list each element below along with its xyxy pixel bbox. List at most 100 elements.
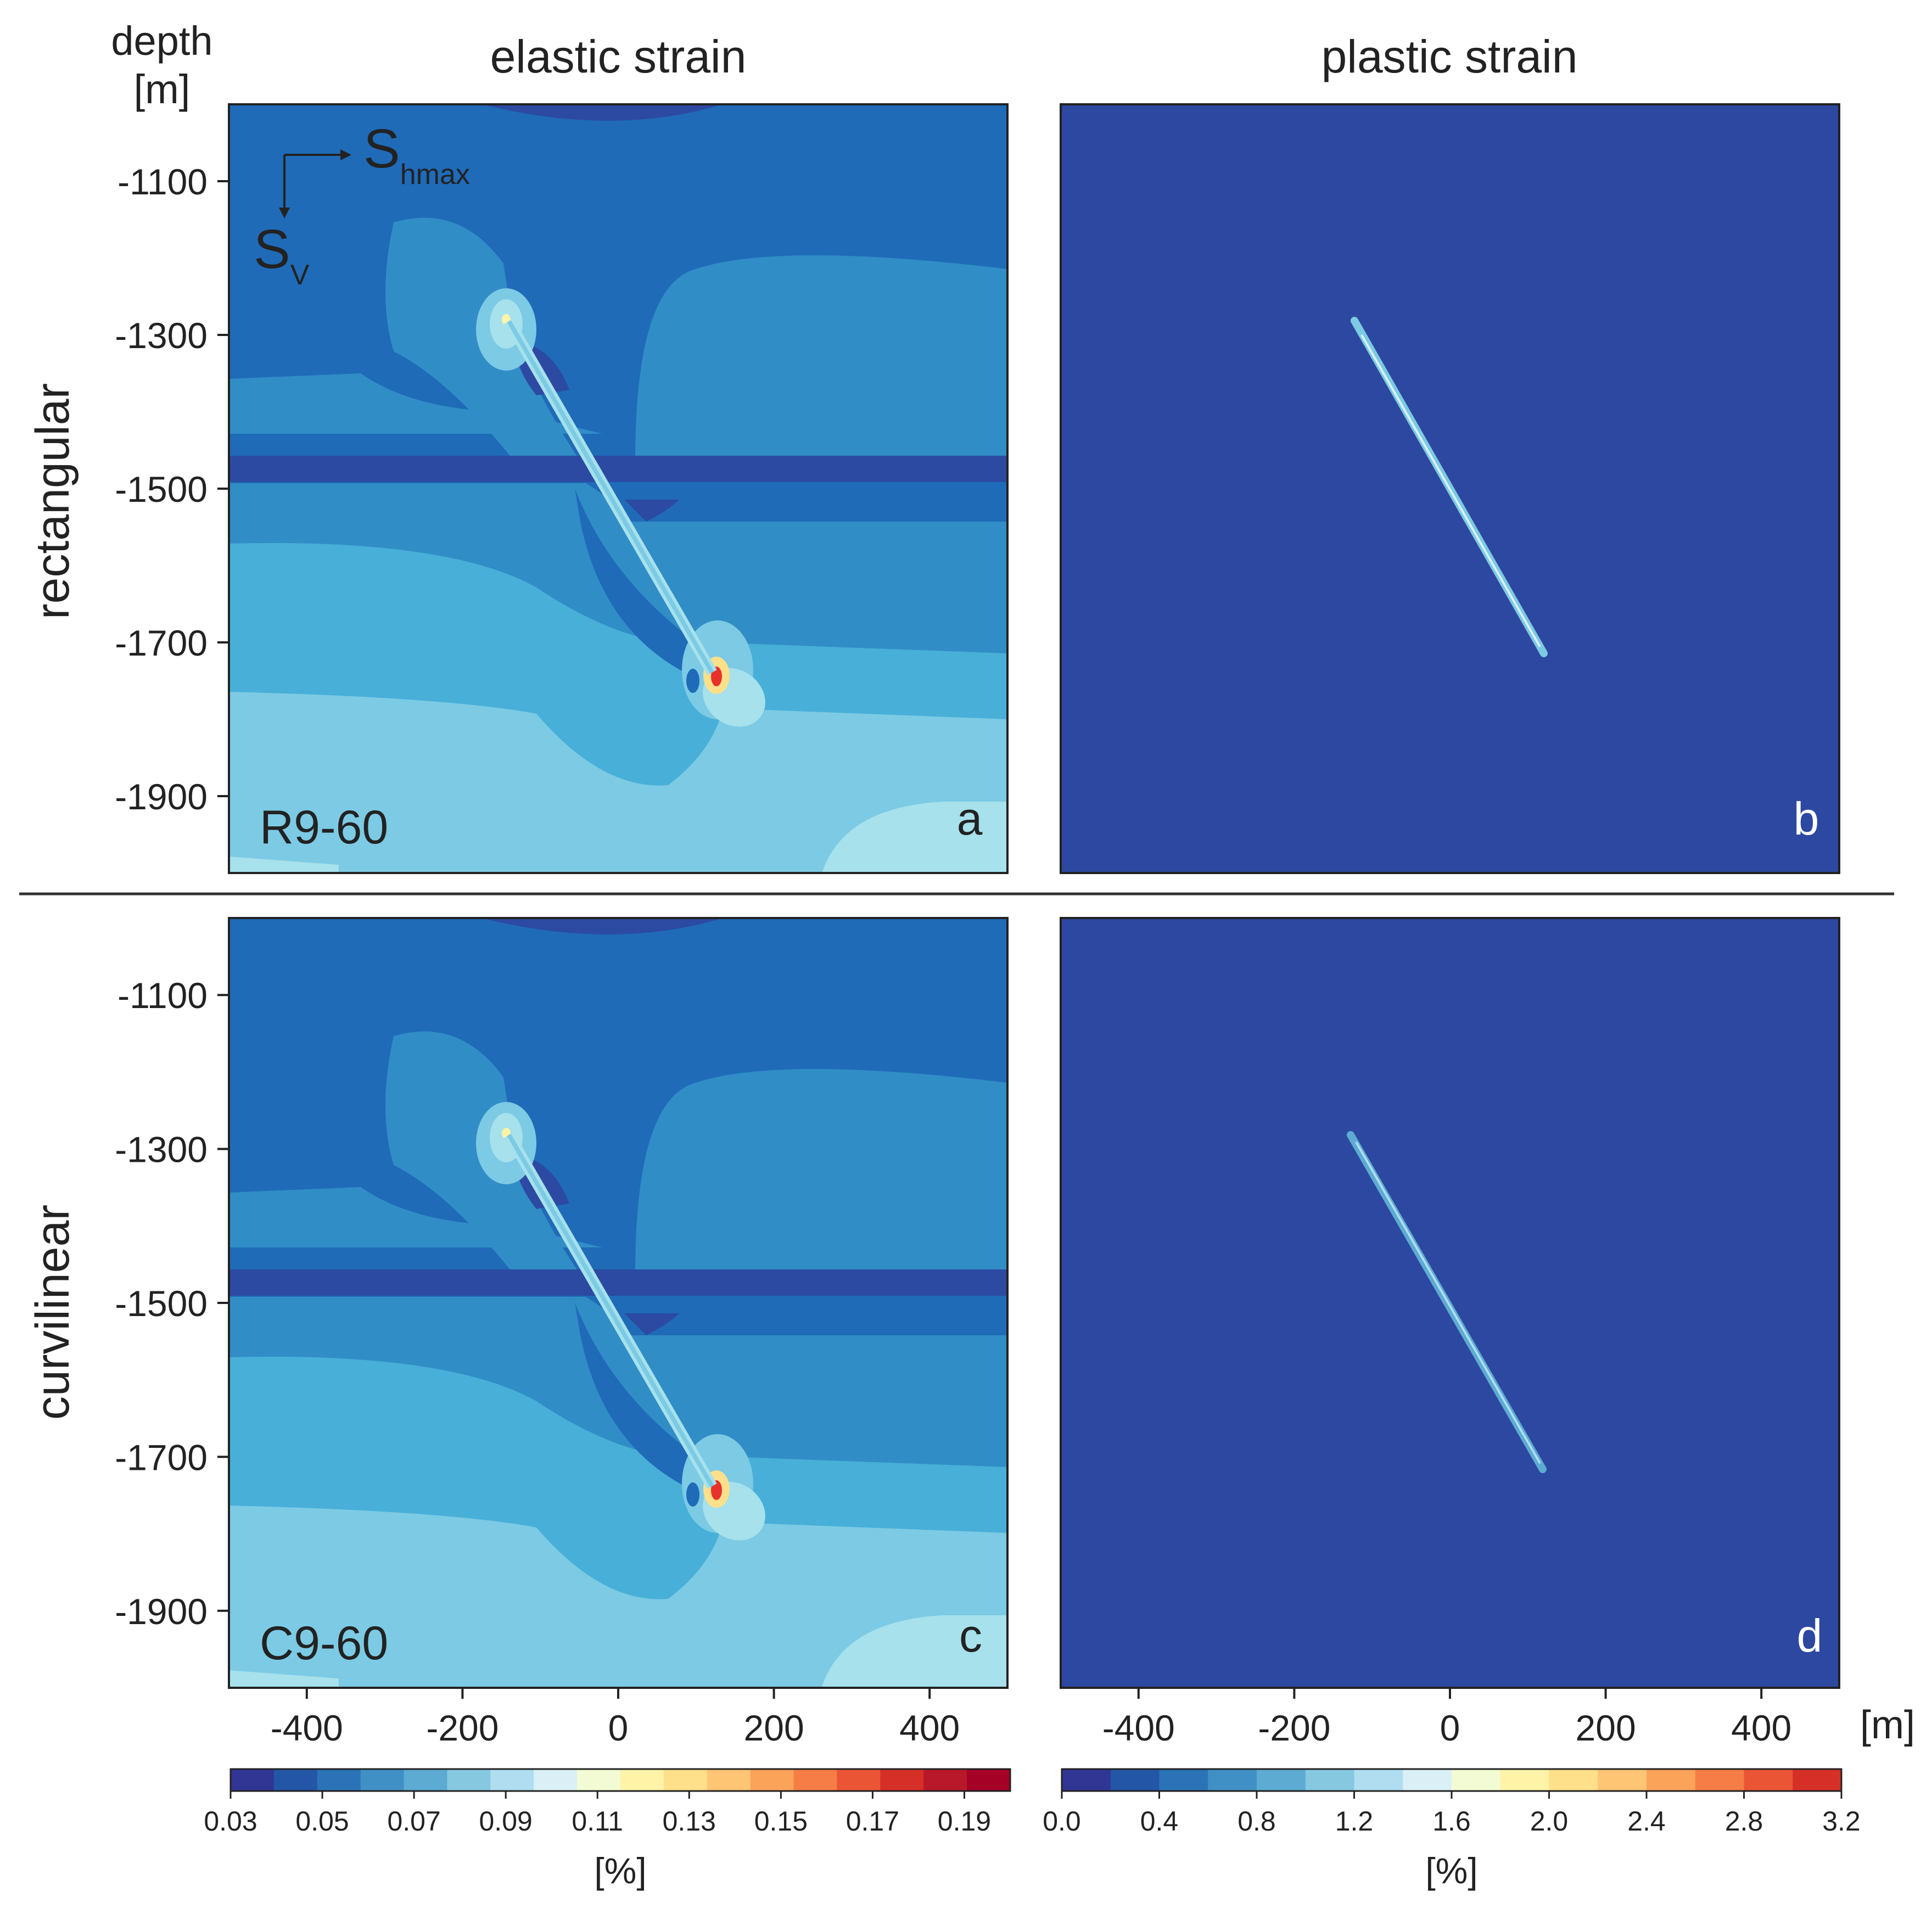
panel-c: [229, 918, 1007, 1687]
colorbar-tick-label: 2.4: [1627, 1806, 1666, 1837]
y-tick-label: -1300: [115, 315, 208, 356]
y-tick-label: -1700: [115, 623, 208, 663]
y-tick-label: -1900: [115, 1591, 208, 1632]
colorbar-tick-label: 0.0: [1043, 1806, 1081, 1837]
colorbar-segment: [620, 1769, 664, 1791]
x-tick-label: -400: [271, 1708, 343, 1748]
panel-b-frame: [1060, 103, 1840, 874]
sv-main: S: [254, 219, 290, 280]
colorbar-segment: [880, 1769, 924, 1791]
y-tick-label: -1100: [117, 975, 208, 1016]
colorbar-segment: [273, 1769, 318, 1791]
shmax-symbol: Shmax: [363, 118, 470, 191]
colorbar-segment: [1062, 1769, 1111, 1791]
colorbar-segment: [1403, 1769, 1452, 1791]
colorbar-segment: [663, 1769, 708, 1791]
colorbar-segment: [750, 1769, 794, 1791]
colorbar-tick-label: 1.6: [1432, 1806, 1471, 1837]
colorbar-segment: [793, 1769, 837, 1791]
colorbar-segment: [1744, 1769, 1793, 1791]
x-tick-label: 0: [608, 1708, 629, 1748]
colorbar-segment: [967, 1769, 1011, 1791]
panel-a: [229, 104, 1007, 873]
colorbar-tick-label: 2.8: [1725, 1806, 1763, 1837]
colorbar-segment: [1110, 1769, 1160, 1791]
row-label-curvilinear: curvilinear: [26, 1205, 79, 1420]
colorbar-tick-label: 0.03: [204, 1806, 257, 1837]
x-tick-label: -400: [1102, 1708, 1175, 1748]
y-tick-label: -1500: [115, 1283, 208, 1324]
colorbar-tick-label: 2.0: [1530, 1806, 1569, 1837]
x-tick-label: 200: [744, 1708, 804, 1748]
colorbar-segment: [1354, 1769, 1403, 1791]
colorbar-segment: [577, 1769, 621, 1791]
colorbar-tick-label: 0.19: [938, 1806, 991, 1837]
colorbar-segment: [534, 1769, 578, 1791]
colorbar-tick-label: 0.13: [663, 1806, 716, 1837]
shmax-subscript: hmax: [400, 159, 470, 191]
colorbar-tick-label: 1.2: [1335, 1806, 1374, 1837]
panel-a-model-label: R9-60: [260, 801, 388, 854]
column-title-elastic: elastic strain: [490, 31, 747, 82]
shmax-main: S: [363, 118, 400, 180]
x-tick-label: 0: [1440, 1708, 1460, 1748]
depth-axis-title-line2: [m]: [134, 66, 191, 112]
colorbar-segment: [1159, 1769, 1208, 1791]
column-title-plastic: plastic strain: [1321, 31, 1578, 82]
colorbar-segment: [1305, 1769, 1354, 1791]
panel-d-fault-core: [1355, 1141, 1541, 1464]
y-tick-label: -1700: [115, 1437, 208, 1478]
colorbar-tick-label: 0.09: [479, 1806, 533, 1837]
colorbar-segment: [707, 1769, 751, 1791]
y-tick-label: -1300: [115, 1129, 208, 1170]
colorbar-tick-label: 3.2: [1822, 1806, 1861, 1837]
colorbar-unit-label: [%]: [1425, 1850, 1477, 1891]
colorbar-unit-label: [%]: [594, 1850, 646, 1891]
colorbar-segment: [923, 1769, 967, 1791]
x-tick-label: 400: [1731, 1708, 1791, 1748]
colorbar-tick-label: 0.05: [295, 1806, 349, 1837]
y-tick-label: -1100: [117, 161, 208, 202]
colorbar-segment: [404, 1769, 447, 1791]
colorbar-segment: [1257, 1769, 1306, 1791]
colorbar-segment: [1549, 1769, 1598, 1791]
panel-d-letter: d: [1797, 1610, 1823, 1661]
colorbar-segment: [1695, 1769, 1744, 1791]
panel-c-letter: c: [959, 1610, 982, 1661]
x-tick-label: 200: [1576, 1708, 1636, 1748]
colorbar-segment: [317, 1769, 361, 1791]
colorbar-segment: [1500, 1769, 1549, 1791]
axes: -1100 -1300 -1500 -1700 -1900 -1100 -1300 -1500…: [115, 161, 1791, 1748]
colorbar-segment: [837, 1769, 881, 1791]
stress-direction-arrows: Shmax SV: [254, 118, 470, 291]
colorbar-segment: [447, 1769, 491, 1791]
colorbar-tick-label: 0.15: [754, 1806, 808, 1837]
x-tick-label: -200: [426, 1708, 499, 1748]
panel-a-letter: a: [957, 793, 983, 844]
colorbars: 0.03 0.05 0.07 0.09 0.11 0.13 0.15 0.17 0.19 [%] 0…: [204, 1768, 1861, 1891]
colorbar-segment: [1647, 1769, 1696, 1791]
colorbar-tick-label: 0.07: [387, 1806, 440, 1837]
sv-symbol: SV: [254, 219, 310, 291]
sv-subscript: V: [290, 259, 310, 291]
colorbar-segment: [231, 1769, 275, 1791]
depth-axis-title-line1: depth: [111, 18, 212, 64]
panel-b-letter: b: [1794, 793, 1819, 844]
x-tick-label: 400: [899, 1708, 960, 1748]
x-axis-unit-label: [m]: [1860, 1703, 1915, 1747]
colorbar-segment: [1452, 1769, 1501, 1791]
colorbar-tick-label: 0.4: [1140, 1806, 1179, 1837]
y-tick-label: -1500: [115, 469, 208, 510]
panel-c-model-label: C9-60: [260, 1617, 388, 1670]
colorbar-tick-label: 0.8: [1237, 1806, 1276, 1837]
colorbar-tick-label: 0.11: [572, 1806, 623, 1837]
colorbar-segment: [1598, 1769, 1647, 1791]
colorbar-segment: [360, 1769, 405, 1791]
colorbar-segment: [1793, 1769, 1842, 1791]
colorbar-segment: [1208, 1769, 1257, 1791]
row-label-rectangular: rectangular: [26, 383, 79, 619]
y-tick-label: -1900: [115, 776, 208, 817]
x-tick-label: -200: [1258, 1708, 1330, 1748]
colorbar-segment: [490, 1769, 534, 1791]
